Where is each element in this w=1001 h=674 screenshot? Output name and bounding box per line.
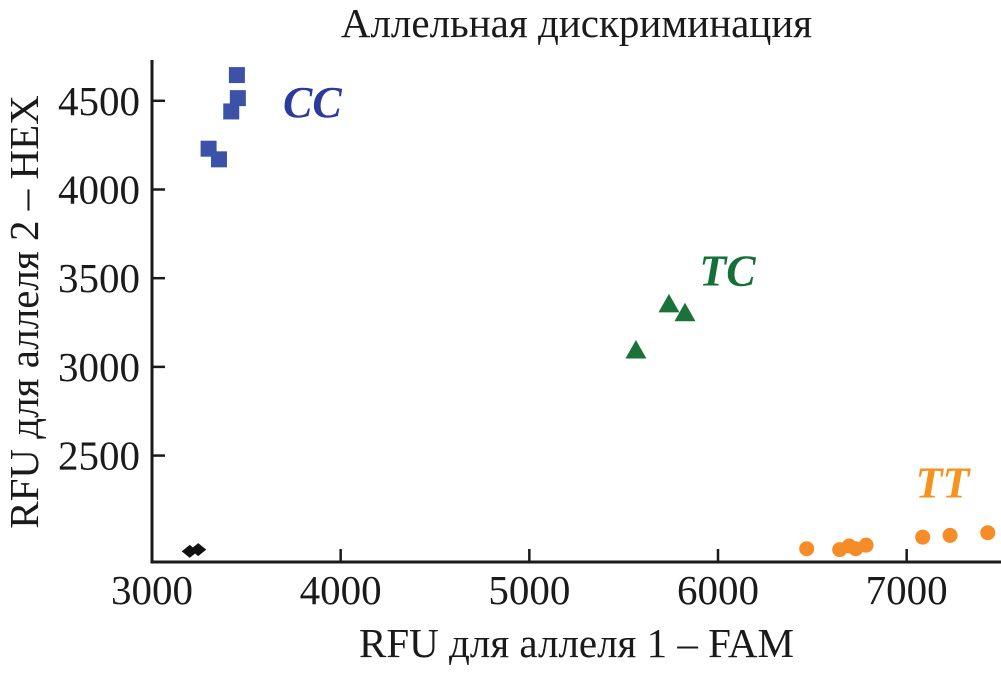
y-tick-label-3500: 3500 bbox=[58, 255, 140, 301]
x-axis-label: RFU для аллеля 1 – FAM bbox=[358, 620, 794, 666]
data-point-tc bbox=[674, 302, 696, 322]
axis-spines bbox=[150, 60, 1001, 564]
data-point-cc bbox=[228, 67, 245, 84]
x-tick-label-7000: 7000 bbox=[866, 567, 948, 613]
data-point-tc bbox=[625, 340, 647, 359]
data-point-tc bbox=[658, 293, 680, 313]
y-tick-label-2500: 2500 bbox=[58, 433, 140, 479]
cluster-label-tt: TT bbox=[916, 459, 972, 508]
y-tick-label-4000: 4000 bbox=[58, 166, 140, 212]
data-point-cc bbox=[223, 103, 240, 120]
x-tick-label-6000: 6000 bbox=[677, 567, 759, 613]
y-tick-label-3000: 3000 bbox=[58, 344, 140, 390]
data-point-tt bbox=[799, 541, 815, 557]
y-tick-label-4500: 4500 bbox=[58, 78, 140, 124]
data-point-tt bbox=[942, 527, 958, 543]
data-point-tt bbox=[858, 537, 874, 553]
x-tick-label-4000: 4000 bbox=[300, 567, 382, 613]
cluster-label-cc: CC bbox=[283, 78, 342, 127]
x-tick-label-5000: 5000 bbox=[488, 567, 570, 613]
data-point-tt bbox=[915, 529, 931, 545]
data-point-unlabeled-black bbox=[190, 543, 207, 557]
data-point-tt bbox=[980, 525, 996, 541]
data-point-cc bbox=[210, 151, 227, 168]
data-point-cc bbox=[229, 90, 246, 107]
cluster-label-tc: TC bbox=[699, 247, 756, 296]
chart-title: Аллельная дискриминация bbox=[340, 0, 813, 46]
x-tick-label-3000: 3000 bbox=[111, 567, 193, 613]
